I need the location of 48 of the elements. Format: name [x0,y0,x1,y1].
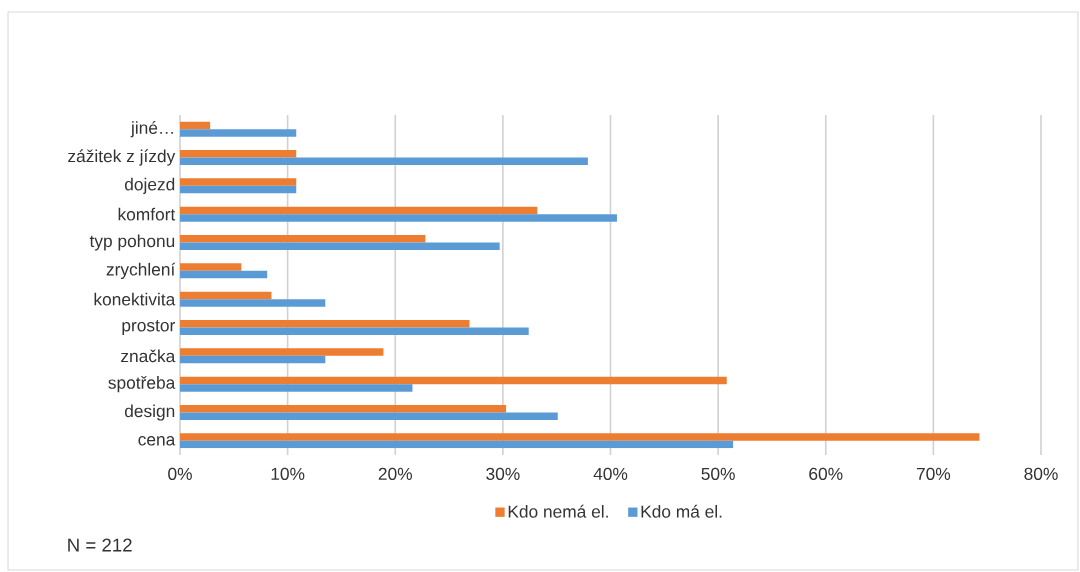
bar [180,433,980,441]
x-tick-label: 50% [701,467,735,480]
bar [180,242,500,250]
y-tick-label: konektivita [94,292,176,306]
x-tick-label: 20% [378,467,412,480]
y-tick-label: zážitek z jízdy [68,149,176,166]
bar [180,355,326,364]
bar [180,384,413,392]
bar [180,129,297,137]
bar [180,376,727,385]
bar [180,150,297,158]
bar [180,320,470,328]
x-tick-label: 80% [1024,467,1058,480]
bar [180,121,211,130]
x-tick-label: 40% [593,467,628,480]
bar [180,235,426,243]
x-tick-label: 10% [271,467,305,480]
bar [180,270,268,279]
y-tick-label: dojezd [124,177,175,194]
y-tick-label: design [124,404,175,421]
y-tick-label: značka [121,349,176,363]
x-tick-label: 0% [168,467,192,480]
y-tick-label: zrychlení [106,262,176,280]
bar [180,214,617,222]
bar [180,412,558,420]
bar [180,299,326,307]
y-tick-label: cena [138,436,176,446]
bar [180,206,538,215]
legend-label: Kdo má el. [641,504,722,518]
y-tick-label: spotřeba [108,376,176,393]
y-tick-label: prostor [122,320,175,335]
x-tick-label: 60% [809,467,843,480]
y-tick-label: jiné… [130,121,173,138]
legend-label: Kdo nemá el. [508,504,608,518]
bar [180,185,297,194]
bar [180,157,588,165]
bar [180,263,242,271]
bar [180,327,529,335]
bar [180,291,272,300]
bar [180,405,507,413]
y-tick-label: typ pohonu [89,234,175,251]
bar [180,440,734,449]
text: N = 212 [68,538,132,552]
bar [180,348,384,356]
x-tick-label: 70% [916,467,951,480]
y-tick-label: komfort [118,207,176,221]
x-tick-label: 30% [486,467,520,480]
bar [180,178,297,186]
